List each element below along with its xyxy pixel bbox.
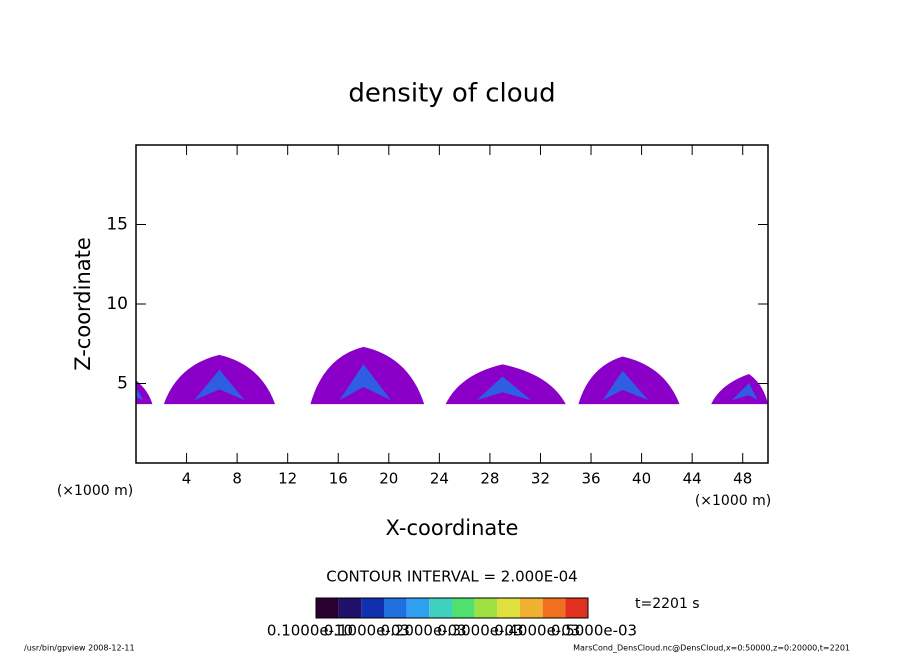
cloud-core xyxy=(194,369,245,401)
y-tick-label: 5 xyxy=(117,374,128,394)
x-axis-label: X-coordinate xyxy=(386,516,519,540)
colorbar-cell xyxy=(361,598,384,618)
cloud-core xyxy=(476,376,531,401)
time-label: t=2201 s xyxy=(635,596,700,612)
x-tick-label: 28 xyxy=(480,470,499,488)
colorbar-cell xyxy=(474,598,498,618)
footer-right: MarsCond_DensCloud.nc@DensCloud,x=0:5000… xyxy=(573,644,850,653)
colorbar-cell xyxy=(520,598,543,618)
cloud-region xyxy=(711,373,768,405)
chart-title: density of cloud xyxy=(348,79,555,109)
colorbar-label: 0.4000e-03 xyxy=(494,622,580,640)
x-tick-label: 32 xyxy=(531,470,550,488)
x-tick-label: 8 xyxy=(232,470,242,488)
x-tick-label: 4 xyxy=(182,470,192,488)
y-tick-label: 15 xyxy=(106,215,128,235)
colorbar-label: 0.3000e-03 xyxy=(437,622,523,640)
cloud-core xyxy=(136,387,144,401)
contour-interval: CONTOUR INTERVAL = 2.000E-04 xyxy=(326,568,577,586)
colorbar-cell xyxy=(452,598,475,618)
cloud-core xyxy=(731,383,758,401)
y-tick-label: 10 xyxy=(106,294,128,314)
footer-left: /usr/bin/gpview 2008-12-11 xyxy=(24,644,135,653)
colorbar-label: 0.1000e-03 xyxy=(324,622,410,640)
colorbar-cell xyxy=(542,598,566,618)
x-tick-label: 36 xyxy=(581,470,600,488)
cloud-core xyxy=(602,370,649,401)
x-tick-label: 40 xyxy=(632,470,651,488)
colorbar-frame xyxy=(315,597,589,619)
plot-frame xyxy=(135,144,769,464)
x-tick-label: 44 xyxy=(683,470,702,488)
colorbar-label: 0.2000e-03 xyxy=(380,622,466,640)
y-axis-label: Z-coordinate xyxy=(71,237,95,371)
x-unit: (×1000 m) xyxy=(695,493,771,509)
x-tick-label: 24 xyxy=(430,470,449,488)
y-unit: (×1000 m) xyxy=(57,483,133,499)
cloud-core xyxy=(339,364,391,401)
x-tick-label: 20 xyxy=(379,470,398,488)
colorbar-cell xyxy=(429,598,452,618)
colorbar-cell xyxy=(565,598,588,618)
x-tick-label: 12 xyxy=(278,470,297,488)
colorbar-cell xyxy=(384,598,407,618)
x-tick-label: 16 xyxy=(329,470,348,488)
colorbar-cell xyxy=(497,598,520,618)
colorbar-cell xyxy=(406,598,430,618)
colorbar-cell xyxy=(316,598,339,618)
colorbar-cell xyxy=(338,598,362,618)
colorbar-label: 0.5000e-03 xyxy=(551,622,637,640)
x-tick-label: 48 xyxy=(733,470,752,488)
colorbar-label: 0.1000e-10 xyxy=(267,622,353,640)
